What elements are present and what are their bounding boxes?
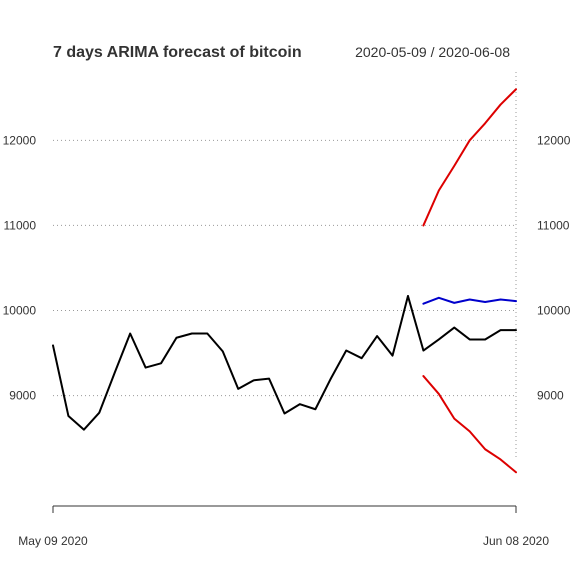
series-line-upper-bound <box>422 88 517 227</box>
series-line-forecast <box>422 296 517 305</box>
y-tick-label-left: 9000 <box>9 389 36 403</box>
date-range-label: 2020-05-09 / 2020-06-08 <box>355 44 510 60</box>
axis-layer <box>52 72 517 513</box>
series-line-lower-bound <box>422 375 517 474</box>
y-tick-label-right: 9000 <box>537 389 564 403</box>
y-tick-label-left: 10000 <box>3 304 37 318</box>
y-tick-label-right: 12000 <box>537 133 571 147</box>
y-tick-label-right: 10000 <box>537 304 571 318</box>
x-tick-label-start: May 09 2020 <box>18 534 88 548</box>
series-layer <box>52 88 517 474</box>
y-tick-label-left: 11000 <box>4 218 37 232</box>
chart-title: 7 days ARIMA forecast of bitcoin <box>53 44 302 61</box>
series-line-actual <box>406 295 517 352</box>
label-layer: 7 days ARIMA forecast of bitcoin 2020-05… <box>3 44 571 548</box>
series-line-observed <box>52 295 409 431</box>
x-tick-label-end: Jun 08 2020 <box>483 534 549 548</box>
y-tick-label-right: 11000 <box>537 218 570 232</box>
y-tick-label-left: 12000 <box>3 133 37 147</box>
